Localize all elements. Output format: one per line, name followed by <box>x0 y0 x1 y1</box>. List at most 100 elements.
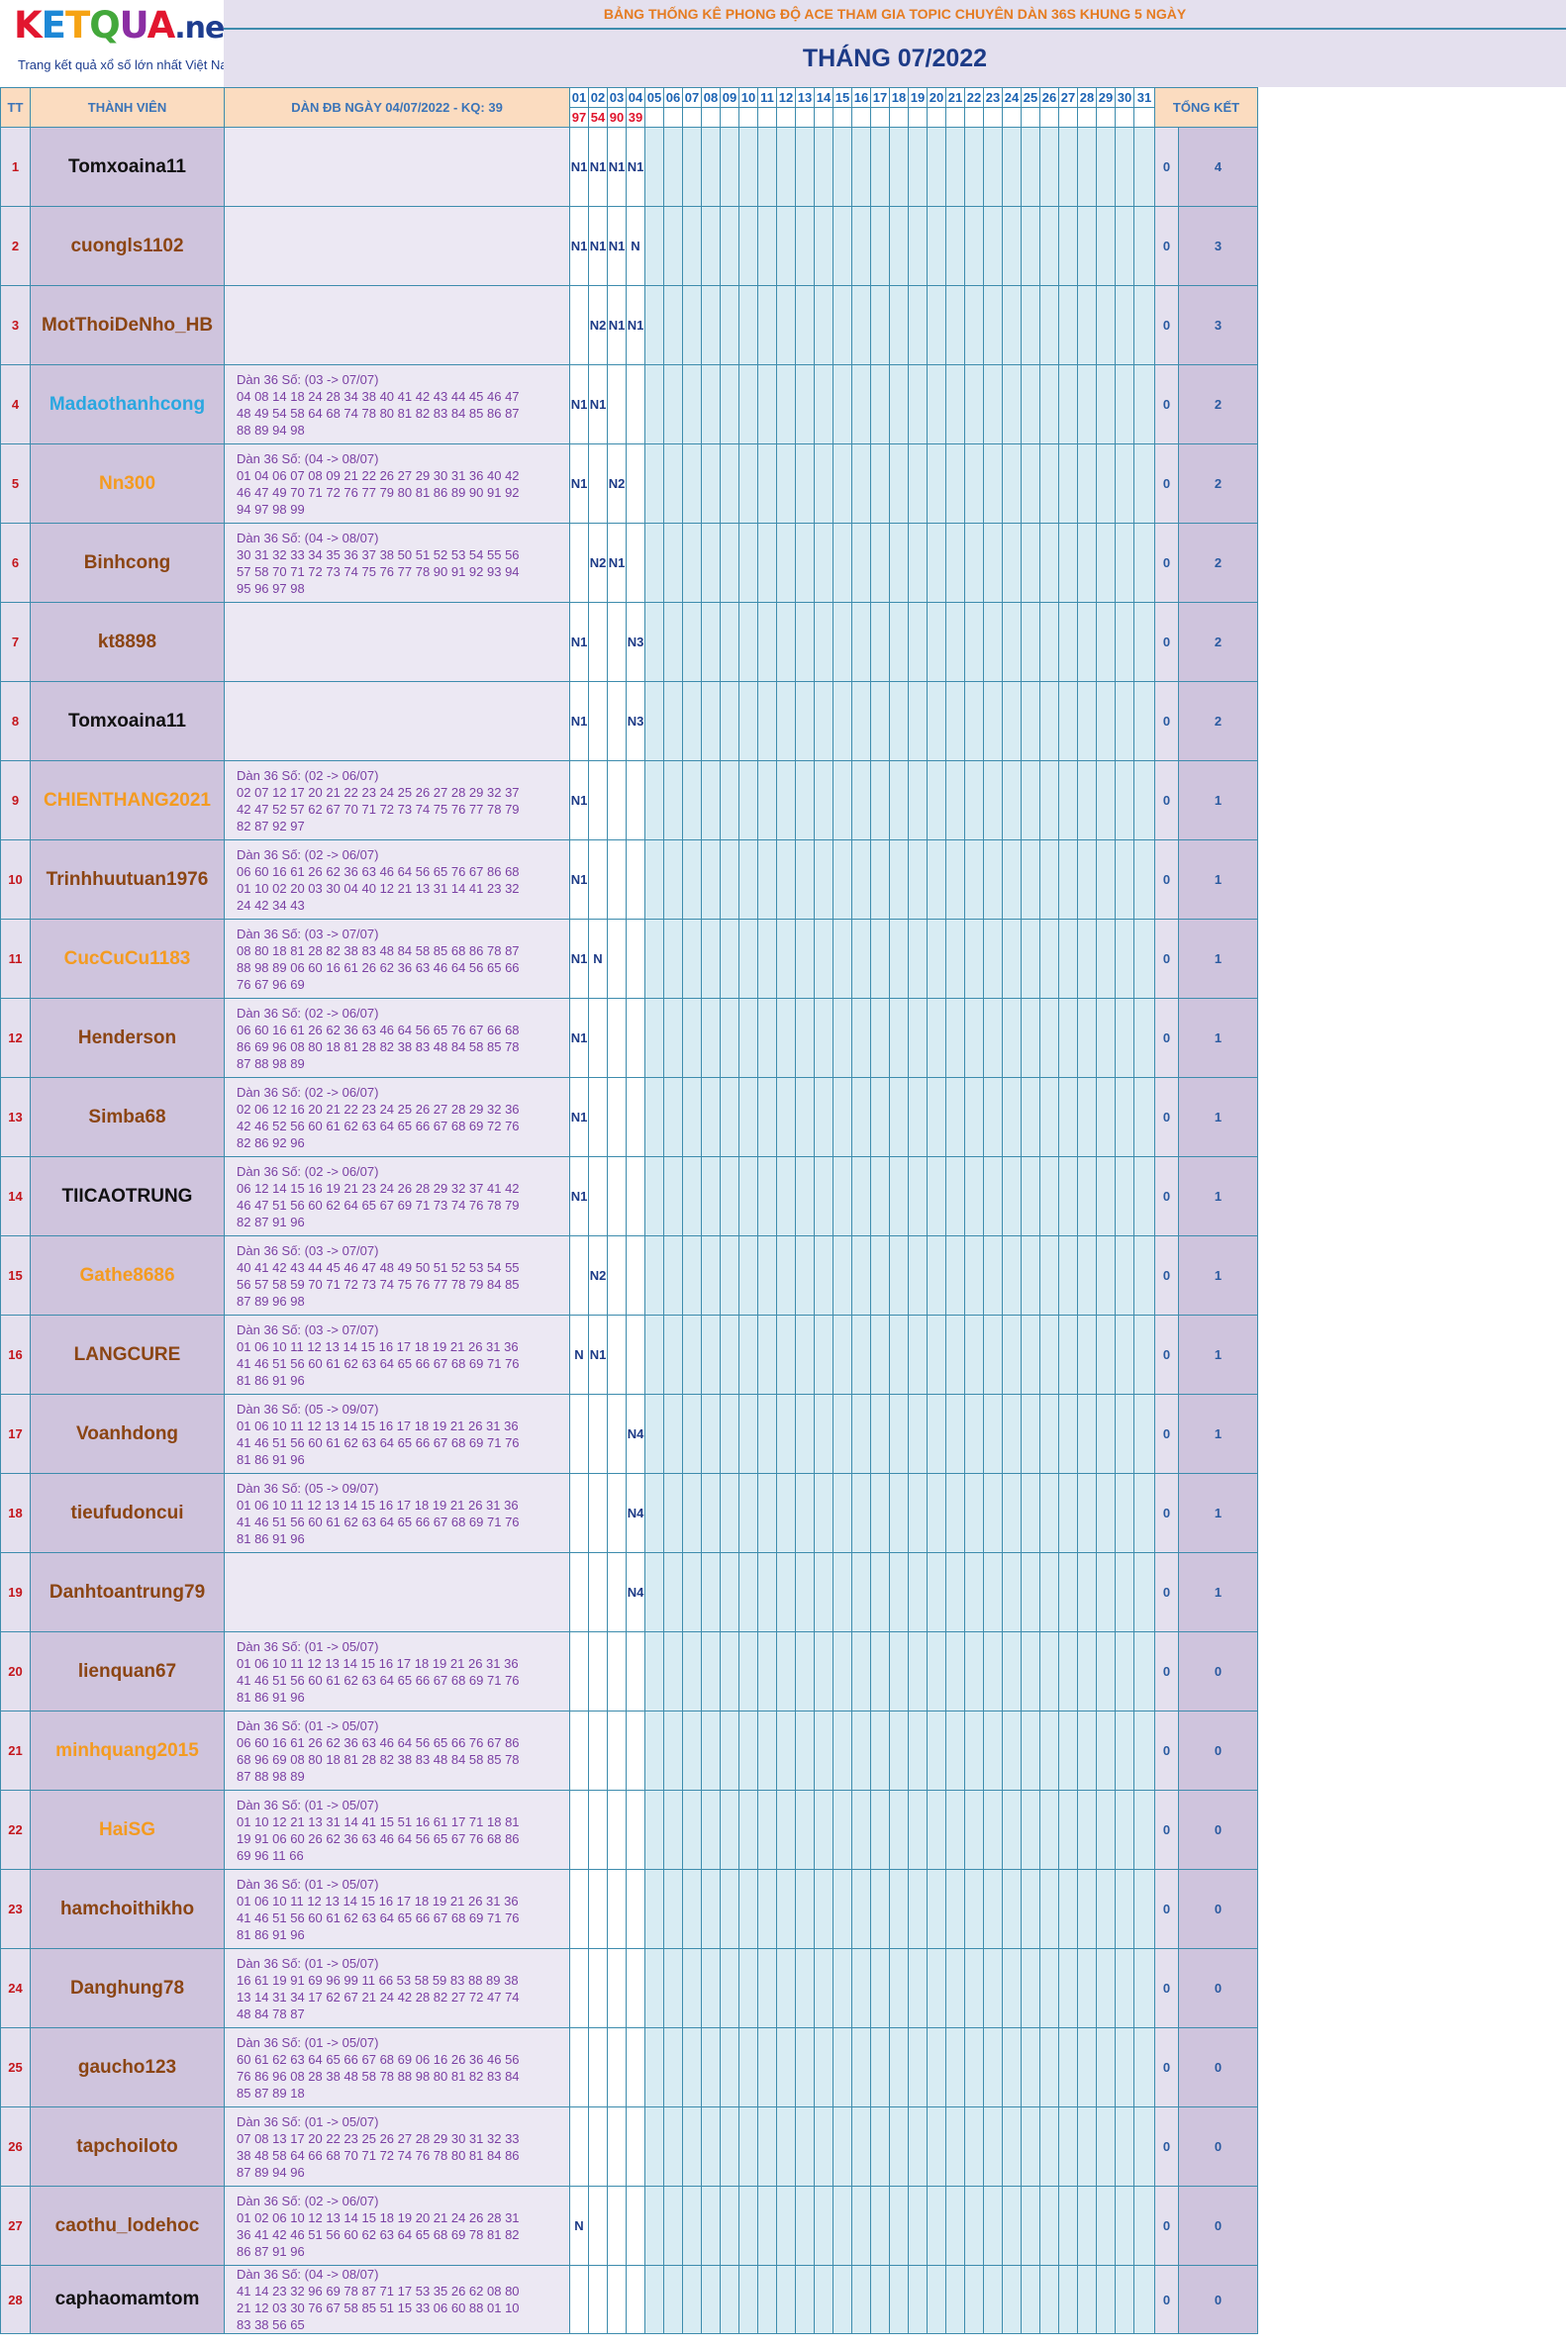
day-cell <box>1096 2027 1116 2107</box>
dan-range-label: Dàn 36 Số: (02 -> 06/07) <box>237 767 379 783</box>
day-cell <box>964 127 984 207</box>
day-cell <box>1002 681 1022 761</box>
member-name[interactable]: Madaothanhcong <box>30 364 225 444</box>
table-row: 6 Binhcong Dàn 36 Số: (04 -> 08/07) 30 31 3… <box>0 523 1259 603</box>
member-name[interactable]: Tomxoaina11 <box>30 681 225 761</box>
day-cell <box>569 1394 589 1474</box>
member-name[interactable]: CHIENTHANG2021 <box>30 760 225 840</box>
member-name[interactable]: lienquan67 <box>30 1631 225 1712</box>
dan-line: 86 87 91 96 <box>237 2243 305 2259</box>
member-name[interactable]: MotThoiDeNho_HB <box>30 285 225 365</box>
day-cell <box>851 364 871 444</box>
day-cell <box>663 1711 683 1791</box>
day-header: 03 <box>607 87 627 108</box>
day-cell <box>889 839 909 920</box>
member-name[interactable]: HaiSG <box>30 1790 225 1870</box>
day-cell <box>1039 2106 1059 2187</box>
logo-letter: T <box>64 4 90 47</box>
day-cell <box>927 2265 946 2334</box>
day-result <box>1021 107 1040 128</box>
score-cell: 0 <box>1154 1869 1179 1949</box>
total-score: 0 <box>1177 1631 1259 1712</box>
member-name[interactable]: CucCuCu1183 <box>30 919 225 999</box>
member-name[interactable]: Danghung78 <box>30 1948 225 2028</box>
member-name[interactable]: Danhtoantrung79 <box>30 1552 225 1632</box>
day-cell <box>1115 1315 1134 1395</box>
member-name[interactable]: TIICAOTRUNG <box>30 1156 225 1236</box>
day-cell <box>644 2027 664 2107</box>
day-cell <box>644 602 664 682</box>
member-name[interactable]: kt8898 <box>30 602 225 682</box>
day-cell <box>927 998 946 1078</box>
day-cell <box>738 1631 758 1712</box>
day-cell <box>569 1711 589 1791</box>
day-cell <box>870 1394 890 1474</box>
day-result <box>908 107 928 128</box>
day-cell <box>738 1948 758 2028</box>
member-name[interactable]: tapchoiloto <box>30 2106 225 2187</box>
dan-line: 30 31 32 33 34 35 36 37 38 50 51 52 53 5… <box>237 546 520 562</box>
site-logo[interactable]: KETQUA.net Trang kết quả xổ số lớn nhất … <box>0 0 239 85</box>
day-cell <box>1115 2265 1134 2334</box>
col-header-dan: DÀN ĐB NGÀY 04/07/2022 - KQ: 39 <box>224 87 570 128</box>
day-cell <box>1115 839 1134 920</box>
member-name[interactable]: Henderson <box>30 998 225 1078</box>
day-cell <box>927 127 946 207</box>
day-cell <box>663 1235 683 1316</box>
dan-line: 82 86 92 96 <box>237 1134 305 1150</box>
day-cell <box>720 1077 739 1157</box>
day-cell <box>757 1315 777 1395</box>
day-cell <box>870 1711 890 1791</box>
day-cell <box>682 2265 702 2334</box>
member-name[interactable]: Trinhhuutuan1976 <box>30 839 225 920</box>
member-name[interactable]: gaucho123 <box>30 2027 225 2107</box>
member-name[interactable]: Simba68 <box>30 1077 225 1157</box>
day-cell <box>776 523 796 603</box>
day-cell <box>1058 998 1078 1078</box>
day-cell <box>569 1631 589 1712</box>
day-cell <box>607 1790 627 1870</box>
day-cell <box>626 839 645 920</box>
member-name[interactable]: Binhcong <box>30 523 225 603</box>
member-name[interactable]: Tomxoaina11 <box>30 127 225 207</box>
day-cell <box>776 1394 796 1474</box>
day-cell <box>757 2186 777 2266</box>
dan-line: 95 96 97 98 <box>237 580 305 596</box>
dan-line: 19 91 06 60 26 62 36 63 46 64 56 65 67 7… <box>237 1830 520 1846</box>
member-name[interactable]: tieufudoncui <box>30 1473 225 1553</box>
member-name[interactable]: LANGCURE <box>30 1315 225 1395</box>
day-cell <box>1058 2186 1078 2266</box>
day-cell <box>607 364 627 444</box>
day-cell <box>569 1790 589 1870</box>
member-name[interactable]: Gathe8686 <box>30 1235 225 1316</box>
day-cell <box>757 364 777 444</box>
day-cell <box>814 1235 833 1316</box>
day-cell <box>945 602 965 682</box>
dan-numbers: Dàn 36 Số: (04 -> 08/07) 30 31 32 33 34 3… <box>224 523 570 603</box>
day-cell <box>663 2265 683 2334</box>
day-cell <box>1021 1948 1040 2028</box>
member-name[interactable]: hamchoithikho <box>30 1869 225 1949</box>
member-name[interactable]: Nn300 <box>30 443 225 524</box>
day-cell <box>607 839 627 920</box>
day-cell <box>814 1711 833 1791</box>
member-name[interactable]: caothu_lodehoc <box>30 2186 225 2266</box>
day-cell <box>1096 523 1116 603</box>
day-header: 26 <box>1039 87 1059 108</box>
day-cell <box>851 1473 871 1553</box>
dan-line: 81 86 91 96 <box>237 1372 305 1388</box>
day-cell <box>1077 443 1097 524</box>
member-name[interactable]: caphaomamtom <box>30 2265 225 2334</box>
day-cell <box>833 681 852 761</box>
day-cell <box>776 127 796 207</box>
day-cell <box>1021 760 1040 840</box>
day-cell <box>1133 523 1155 603</box>
day-cell: N1 <box>569 998 589 1078</box>
member-name[interactable]: Voanhdong <box>30 1394 225 1474</box>
day-cell <box>908 206 928 286</box>
score-cell: 0 <box>1154 443 1179 524</box>
member-name[interactable]: cuongls1102 <box>30 206 225 286</box>
member-name[interactable]: minhquang2015 <box>30 1711 225 1791</box>
day-cell <box>795 760 815 840</box>
dan-range-label: Dàn 36 Số: (03 -> 07/07) <box>237 1242 379 1258</box>
